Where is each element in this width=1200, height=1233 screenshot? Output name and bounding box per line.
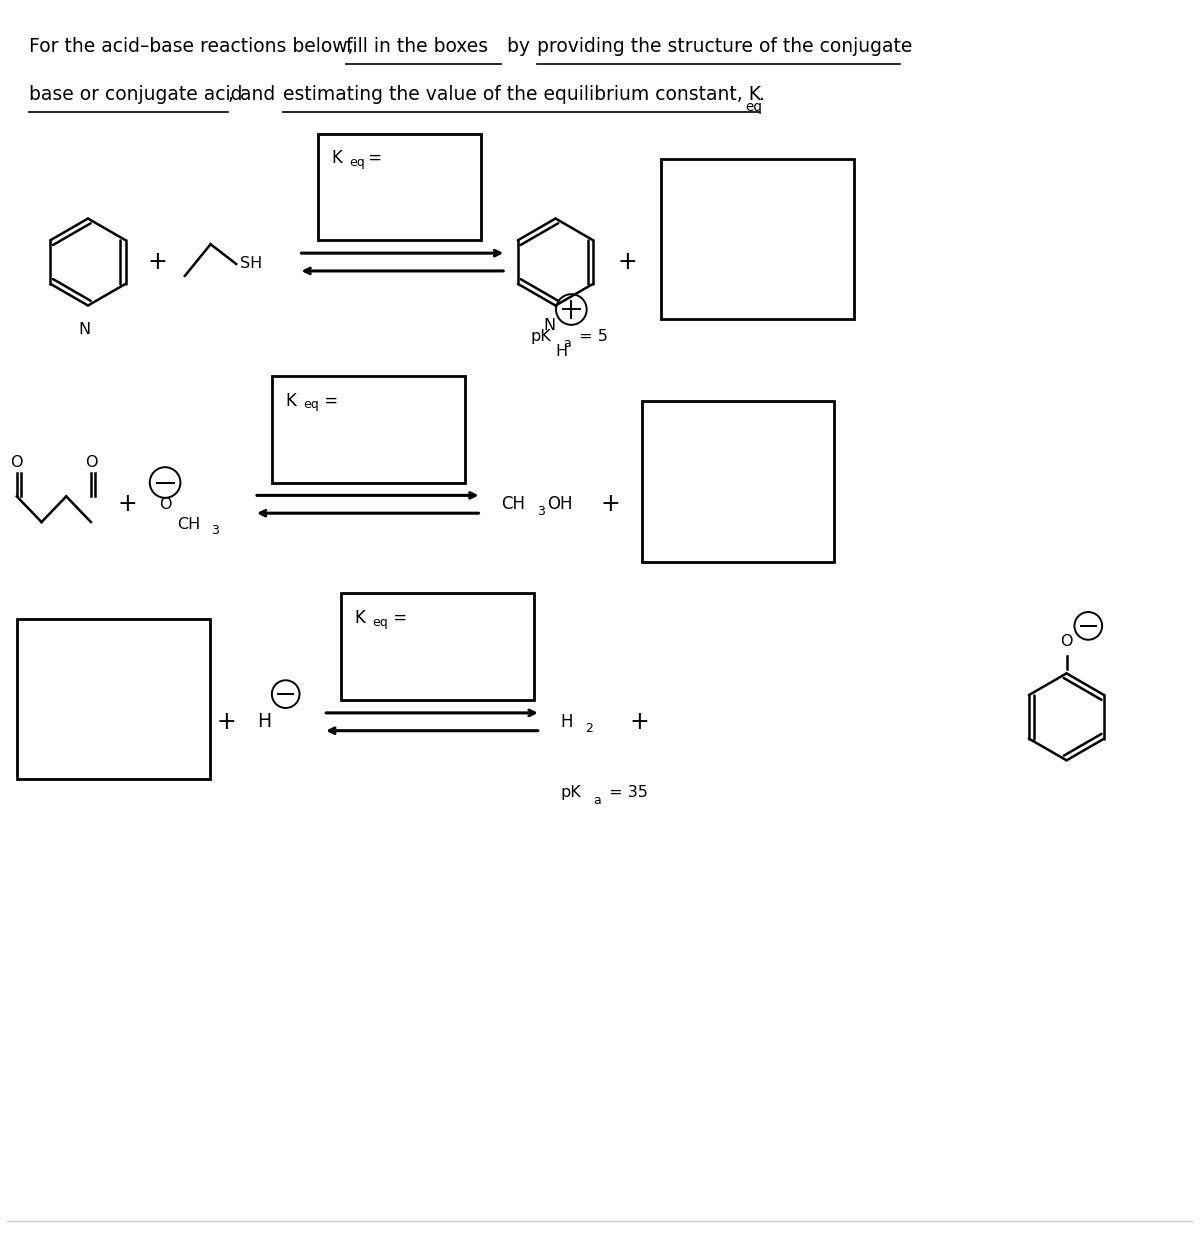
Text: H: H <box>560 713 572 731</box>
Text: OH: OH <box>547 496 572 513</box>
Text: +: + <box>148 250 167 274</box>
Text: , and: , and <box>228 85 282 104</box>
Text: O: O <box>11 455 23 470</box>
Text: +: + <box>600 492 619 517</box>
Text: K: K <box>286 392 296 409</box>
Text: pK: pK <box>530 329 552 344</box>
Text: O: O <box>85 455 97 470</box>
Text: K: K <box>355 609 366 628</box>
Bar <box>661 159 854 319</box>
Text: fill in the boxes: fill in the boxes <box>347 37 488 57</box>
Text: base or conjugate acid: base or conjugate acid <box>29 85 242 104</box>
Text: estimating the value of the equilibrium constant, K: estimating the value of the equilibrium … <box>283 85 761 104</box>
Text: SH: SH <box>240 255 263 270</box>
Text: N: N <box>78 322 90 337</box>
Text: 3: 3 <box>211 524 220 538</box>
Bar <box>318 133 481 240</box>
Text: H: H <box>257 713 271 731</box>
Text: CH: CH <box>502 496 526 513</box>
Text: O: O <box>1061 634 1073 650</box>
Text: For the acid–base reactions below,: For the acid–base reactions below, <box>29 37 359 57</box>
Text: eq: eq <box>304 398 319 412</box>
Bar <box>17 619 210 779</box>
Text: =: = <box>362 149 382 168</box>
Text: providing the structure of the conjugate: providing the structure of the conjugate <box>536 37 912 57</box>
Text: 3: 3 <box>536 504 545 518</box>
Text: a: a <box>564 337 571 350</box>
Text: a: a <box>593 794 601 808</box>
Bar <box>272 376 464 482</box>
Text: +: + <box>630 710 649 734</box>
Text: .: . <box>758 85 764 104</box>
Bar <box>642 402 834 561</box>
Text: +: + <box>618 250 637 274</box>
Text: H: H <box>556 344 568 359</box>
Text: by: by <box>500 37 535 57</box>
Text: pK: pK <box>560 785 581 800</box>
Text: eq: eq <box>745 100 762 113</box>
Text: =: = <box>319 392 338 409</box>
Text: O: O <box>158 497 172 512</box>
Text: +: + <box>216 710 236 734</box>
Text: =: = <box>389 609 408 628</box>
Text: CH: CH <box>176 517 200 531</box>
Text: eq: eq <box>373 616 389 629</box>
Text: 2: 2 <box>586 723 593 735</box>
Text: K: K <box>331 149 342 168</box>
Bar <box>341 593 534 700</box>
Text: eq: eq <box>349 157 365 169</box>
Text: = 35: = 35 <box>604 785 648 800</box>
Text: = 5: = 5 <box>575 329 608 344</box>
Text: +: + <box>118 492 138 517</box>
Text: N: N <box>544 318 556 333</box>
